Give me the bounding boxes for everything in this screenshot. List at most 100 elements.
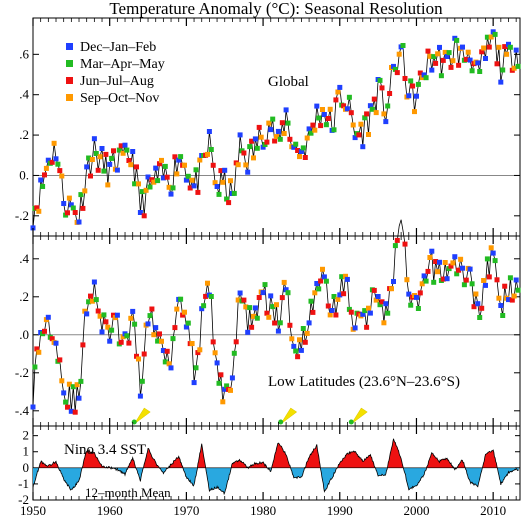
data-point (293, 141, 299, 147)
data-point (360, 144, 366, 150)
data-point (272, 138, 278, 144)
y-tick-label: 0. (19, 167, 29, 182)
data-point (86, 155, 92, 161)
data-point (298, 149, 304, 154)
data-point (212, 180, 218, 186)
data-point (218, 372, 224, 378)
data-point (241, 150, 247, 156)
data-point (270, 304, 276, 310)
data-point (337, 292, 343, 298)
data-point (379, 299, 385, 305)
x-tick-label: 1960 (97, 503, 123, 518)
data-point (467, 266, 473, 272)
data-point (496, 295, 502, 301)
data-point (78, 192, 84, 198)
data-point (492, 31, 498, 37)
data-point (477, 315, 483, 320)
data-point (316, 286, 322, 292)
data-point (456, 267, 462, 273)
data-point (385, 310, 391, 316)
data-point (452, 254, 458, 260)
data-point (417, 70, 423, 76)
data-point (268, 293, 274, 299)
data-point (212, 350, 218, 356)
data-point (228, 387, 233, 393)
data-point (408, 78, 414, 84)
data-point (515, 287, 521, 293)
data-point (279, 120, 285, 126)
data-point (285, 290, 291, 296)
data-point (134, 164, 139, 170)
data-point (456, 62, 462, 68)
data-point (331, 127, 337, 133)
data-point (429, 67, 435, 73)
data-point (201, 303, 207, 309)
data-point (343, 273, 348, 279)
nino-panel-label: Nino 3.4 SST (64, 442, 146, 458)
data-point (488, 34, 494, 40)
data-point (423, 75, 429, 81)
data-point (203, 293, 209, 299)
data-point (243, 304, 249, 310)
nino-positive-area (33, 438, 519, 468)
data-point (463, 277, 469, 283)
data-point (93, 151, 99, 156)
data-point (130, 308, 136, 314)
data-point (172, 325, 178, 331)
data-point (145, 174, 151, 180)
data-point (249, 324, 255, 330)
data-point (402, 241, 408, 247)
y-tick-label: .0 (19, 327, 29, 342)
data-point (185, 173, 191, 179)
data-point (252, 305, 258, 311)
data-point (306, 320, 312, 326)
data-point (182, 162, 187, 168)
data-point (252, 136, 258, 142)
data-point (352, 135, 358, 141)
data-point (254, 145, 260, 151)
data-point (95, 308, 101, 314)
data-point (419, 281, 425, 287)
data-point (444, 54, 450, 59)
data-point (231, 350, 237, 356)
data-point (318, 123, 324, 129)
data-point (367, 103, 373, 109)
data-point (507, 44, 513, 50)
data-point (153, 325, 159, 331)
data-point (262, 282, 268, 288)
data-point (254, 315, 260, 321)
data-point (333, 312, 339, 318)
data-point (147, 184, 153, 190)
data-point (78, 378, 84, 384)
data-point (483, 282, 488, 288)
data-point (444, 276, 450, 282)
data-point (66, 381, 72, 387)
data-point (224, 383, 230, 389)
data-point (348, 110, 354, 116)
data-point (300, 145, 306, 151)
x-tick-label: 1970 (173, 503, 199, 518)
data-point (383, 301, 389, 307)
data-point (65, 210, 70, 216)
data-point (224, 196, 230, 202)
data-point (437, 259, 442, 265)
nino-negative-area (33, 467, 519, 494)
legend-swatch-djf (66, 43, 73, 50)
data-point (402, 76, 408, 81)
data-point (65, 404, 70, 410)
data-point (431, 279, 437, 285)
data-point (97, 313, 103, 319)
data-point (364, 324, 370, 330)
data-point (208, 147, 214, 152)
data-point (256, 295, 262, 300)
data-point (494, 277, 500, 283)
data-point (454, 271, 460, 277)
data-point (500, 313, 506, 318)
data-point (379, 85, 385, 91)
data-point (122, 142, 128, 148)
data-point (147, 313, 153, 319)
data-point (205, 280, 210, 286)
data-point (178, 154, 184, 160)
data-point (408, 302, 414, 308)
data-point (120, 150, 126, 156)
